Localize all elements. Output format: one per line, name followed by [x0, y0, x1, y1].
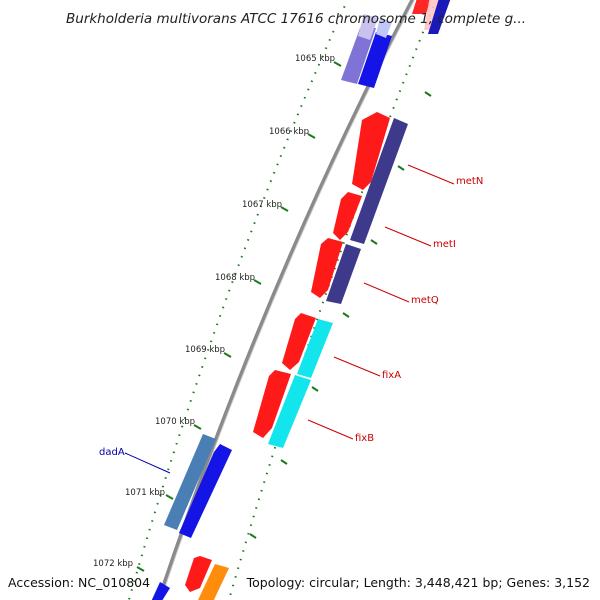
- gene-feature-blue[interactable]: [179, 444, 232, 538]
- tick-label-1071: 1071 kbp: [125, 488, 165, 498]
- tick-mark: [249, 533, 257, 539]
- gene-feature-red[interactable]: [352, 112, 390, 190]
- gene-feature-lavender[interactable]: [341, 28, 376, 84]
- genome-info: Topology: circular; Length: 3,448,421 bp…: [246, 575, 590, 590]
- gene-feature-red[interactable]: [253, 370, 291, 438]
- tick-mark: [370, 239, 378, 245]
- leader-metN: [407, 164, 455, 185]
- tick-label-1065: 1065 kbp: [295, 54, 335, 64]
- tick-mark: [165, 494, 174, 500]
- tick-label-1070: 1070 kbp: [155, 417, 195, 427]
- tick-mark: [280, 459, 288, 465]
- gene-metN[interactable]: [350, 118, 408, 244]
- tick-mark: [280, 206, 289, 212]
- gene-label-metN[interactable]: metN: [456, 176, 483, 187]
- tick-rulers: [127, 0, 438, 600]
- leader-fixB: [307, 419, 354, 440]
- gene-feature-red[interactable]: [282, 313, 316, 370]
- gene-feature-blue-light[interactable]: [376, 18, 392, 38]
- leader-metQ: [363, 282, 410, 303]
- tick-label-1066: 1066 kbp: [269, 127, 309, 137]
- gene-features: [150, 0, 452, 600]
- gene-feature-lavender-light[interactable]: [358, 14, 378, 40]
- tick-mark: [333, 61, 342, 67]
- tick-label-1072: 1072 kbp: [93, 559, 133, 569]
- gene-label-leaders: [124, 164, 455, 474]
- gene-label-fixB[interactable]: fixB: [355, 433, 374, 444]
- gene-feature-red[interactable]: [412, 0, 432, 14]
- tick-labels: 1065 kbp 1066 kbp 1067 kbp 1068 kbp 1069…: [93, 54, 335, 569]
- left-ruler: [127, 0, 349, 600]
- leader-dadA: [124, 452, 171, 474]
- map-title: Burkholderia multivorans ATCC 17616 chro…: [66, 11, 526, 27]
- gene-dadA[interactable]: [164, 434, 216, 530]
- tick-mark: [397, 165, 405, 171]
- gene-label-dadA[interactable]: dadA: [99, 447, 125, 458]
- gene-metQ[interactable]: [326, 244, 361, 304]
- leader-fixA: [333, 356, 381, 377]
- gene-feature-navy[interactable]: [428, 0, 452, 34]
- gene-feature-orange[interactable]: [198, 564, 229, 600]
- gene-label-metI[interactable]: metI: [433, 239, 456, 250]
- leader-metI: [384, 226, 432, 247]
- tick-mark: [136, 566, 145, 572]
- gene-feature-blue[interactable]: [150, 582, 170, 600]
- tick-marks: [136, 61, 432, 572]
- tick-mark: [424, 91, 432, 97]
- gene-fixB[interactable]: [268, 375, 311, 448]
- tick-label-1069: 1069 kbp: [185, 345, 225, 355]
- tick-mark: [342, 312, 350, 318]
- tick-mark: [307, 133, 316, 139]
- gene-feature-red[interactable]: [333, 192, 362, 240]
- tick-mark: [223, 352, 232, 358]
- accession-label: Accession: NC_010804: [8, 575, 150, 590]
- gene-feature-red[interactable]: [311, 238, 343, 298]
- gene-feature-red[interactable]: [185, 556, 212, 592]
- tick-label-1067: 1067 kbp: [242, 200, 282, 210]
- gene-labels: metN metI metQ fixA fixB dadA: [99, 176, 483, 458]
- tick-mark: [193, 424, 202, 430]
- tick-mark: [253, 279, 262, 285]
- tick-label-1068: 1068 kbp: [215, 273, 255, 283]
- gene-feature-blue[interactable]: [358, 32, 392, 88]
- gene-label-metQ[interactable]: metQ: [411, 295, 439, 306]
- tick-mark: [311, 386, 319, 392]
- gene-label-fixA[interactable]: fixA: [382, 370, 401, 381]
- gene-fixA[interactable]: [297, 319, 333, 378]
